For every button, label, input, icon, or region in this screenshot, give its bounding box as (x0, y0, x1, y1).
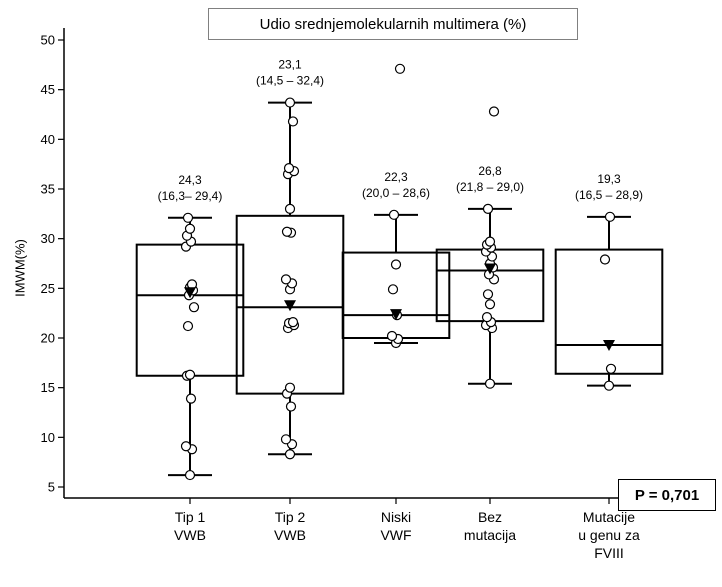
median-iqr-annotation: (21,8 – 29,0) (456, 180, 524, 194)
y-axis-label: IMWM(%) (12, 239, 28, 297)
category-label: FVIII (594, 545, 624, 561)
data-point (604, 211, 616, 222)
category-labels: Tip 1 VWB Tip 2 VWB Niski VWF Bez mutacija Mutac… (174, 509, 640, 561)
mean-marker (390, 309, 402, 321)
mean-marker (184, 287, 196, 299)
median-iqr-annotation: 22,3 (384, 170, 408, 184)
data-point (387, 284, 399, 295)
data-point (386, 330, 398, 342)
median-iqr-annotation: 19,3 (597, 172, 621, 186)
data-point (285, 401, 297, 412)
data-point (599, 254, 611, 265)
y-tick-label: 50 (41, 33, 55, 48)
y-tick-label: 20 (41, 331, 55, 346)
median-iqr-annotation: (16,3– 29,4) (158, 189, 223, 203)
data-point (484, 236, 496, 247)
data-point (280, 274, 292, 285)
category-label: VWB (274, 527, 306, 543)
category-label: Bez (478, 509, 502, 525)
data-point (184, 223, 196, 234)
data-point (603, 380, 615, 391)
y-tick-label: 35 (41, 182, 55, 197)
data-point (284, 382, 296, 393)
y-tick-label: 10 (41, 430, 55, 445)
data-point (182, 212, 194, 223)
y-tick-label: 25 (41, 281, 55, 296)
data-point (394, 63, 406, 74)
data-point (280, 434, 292, 445)
p-value-label: P = 0,701 (618, 479, 716, 511)
median-iqr-annotation: (16,5 – 28,9) (575, 188, 643, 202)
chart-title: Udio srednjemolekularnih multimera (%) (208, 8, 578, 40)
data-point (484, 378, 496, 389)
category-label: u genu za (578, 527, 640, 543)
median-iqr-annotation: 24,3 (178, 173, 202, 187)
y-tick-label: 30 (41, 231, 55, 246)
y-tick-label: 15 (41, 380, 55, 395)
data-point (188, 302, 200, 313)
data-point (388, 209, 400, 220)
data-point (281, 226, 293, 237)
data-point (287, 116, 299, 127)
data-point (180, 441, 192, 452)
category-label: mutacija (464, 527, 516, 543)
box-group: 19,3 (16,5 – 28,9) (554, 172, 664, 391)
category-label: Niski (381, 509, 411, 525)
category-label: Mutacije (583, 509, 635, 525)
data-point (482, 203, 494, 214)
box-groups: 24,3 (16,3– 29,4) 23,1 (14,5 – 32,4) 22,3 (20… (135, 58, 664, 481)
box-group: 23,1 (14,5 – 32,4) (235, 58, 345, 460)
y-tick-label: 45 (41, 82, 55, 97)
data-point (481, 312, 493, 323)
box-group: 24,3 (16,3– 29,4) (135, 173, 245, 481)
data-point (284, 449, 296, 460)
data-point (284, 203, 296, 214)
mean-marker (284, 300, 296, 312)
y-tick-label: 5 (48, 480, 55, 495)
median-iqr-annotation: (20,0 – 28,6) (362, 186, 430, 200)
median-iqr-annotation: (14,5 – 32,4) (256, 74, 324, 88)
axes: 5 10 15 20 25 30 35 40 45 50 (41, 28, 714, 504)
mean-marker (603, 339, 615, 351)
category-label: VWB (174, 527, 206, 543)
y-tick-label: 40 (41, 132, 55, 147)
data-point (184, 369, 196, 380)
median-iqr-annotation: 23,1 (278, 58, 302, 72)
category-label: Tip 1 (175, 509, 206, 525)
data-point (182, 320, 194, 332)
category-label: VWF (380, 527, 411, 543)
data-point (184, 469, 196, 481)
data-point (283, 163, 295, 174)
data-point (185, 393, 197, 404)
data-point (390, 259, 402, 270)
box-group: 26,8 (21,8 – 29,0) (435, 106, 545, 389)
data-point (287, 317, 299, 328)
box-iqr (554, 248, 664, 375)
category-label: Tip 2 (275, 509, 306, 525)
data-point (284, 97, 296, 108)
box-group: 22,3 (20,0 – 28,6) (341, 63, 451, 349)
mean-marker (484, 263, 496, 275)
data-point (482, 289, 494, 300)
median-iqr-annotation: 26,8 (478, 164, 502, 178)
data-point (488, 106, 500, 117)
data-point (605, 363, 617, 374)
data-point (484, 299, 496, 310)
